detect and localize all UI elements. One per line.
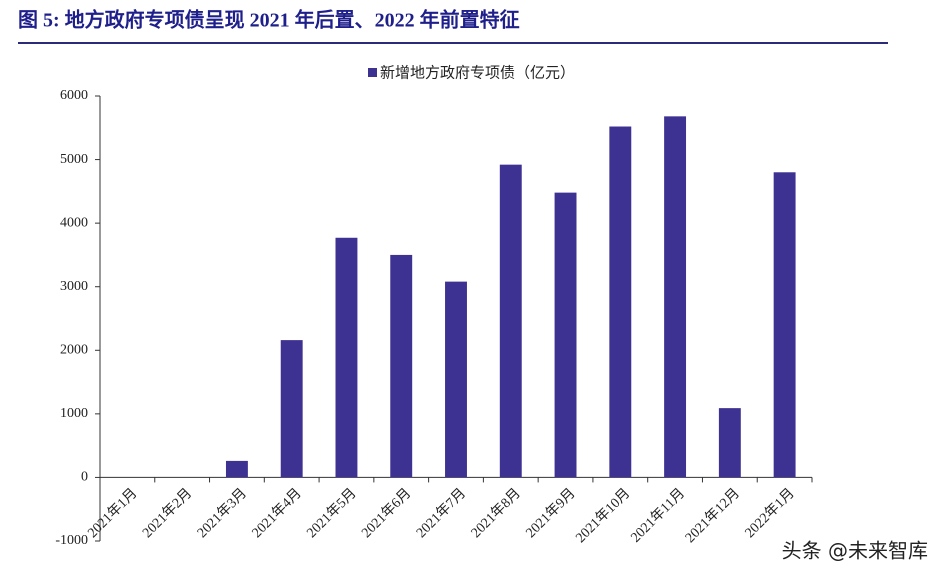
bar: [609, 126, 632, 478]
x-tick-label: 2021年4月: [249, 485, 305, 541]
bar: [664, 116, 687, 478]
x-tick-label: 2021年8月: [468, 485, 524, 541]
bar: [225, 460, 248, 478]
chart-title: 图 5: 地方政府专项债呈现 2021 年后置、2022 年前置特征: [18, 8, 520, 32]
y-tick-label: 2000: [60, 343, 88, 358]
legend-swatch: [368, 68, 377, 77]
x-tick-label: 2021年11月: [628, 485, 688, 545]
bar: [280, 340, 303, 478]
bar: [773, 172, 796, 478]
y-tick-label: 0: [81, 470, 88, 485]
x-tick-label: 2022年1月: [742, 485, 798, 541]
bar: [445, 281, 467, 478]
x-tick-label: 2021年10月: [573, 485, 634, 546]
x-tick-label: 2021年7月: [413, 485, 469, 541]
watermark: 头条 @未来智库: [782, 539, 928, 563]
y-tick-label: 6000: [60, 88, 88, 103]
x-tick-label: 2021年6月: [358, 485, 414, 541]
bar: [335, 237, 358, 478]
bar: [718, 408, 741, 478]
x-tick-label: 2021年5月: [304, 485, 360, 541]
y-tick-label: 1000: [60, 406, 88, 421]
x-tick-label: 2021年3月: [194, 485, 250, 541]
x-tick-label: 2021年9月: [523, 485, 579, 541]
y-tick-label: 4000: [60, 215, 88, 230]
y-tick-label: -1000: [55, 533, 88, 548]
x-tick-label: 2021年12月: [682, 485, 743, 546]
x-tick-label: 2021年1月: [85, 485, 141, 541]
bar: [390, 254, 413, 478]
legend-label: 新增地方政府专项债（亿元）: [380, 64, 575, 81]
bar: [554, 192, 577, 478]
x-tick-label: 2021年2月: [139, 485, 195, 541]
y-tick-label: 5000: [60, 152, 88, 167]
y-tick-label: 3000: [60, 279, 88, 294]
bar: [499, 164, 522, 478]
